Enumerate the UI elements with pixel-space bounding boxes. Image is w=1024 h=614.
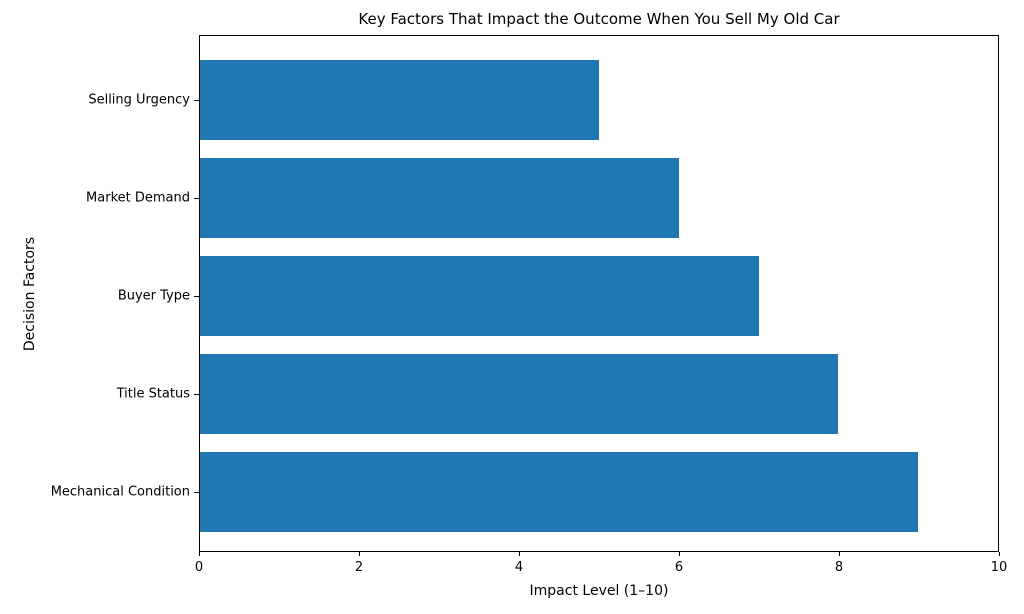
bar-market-demand	[200, 158, 679, 238]
bar-mechanical-condition	[200, 452, 919, 532]
y-tick-label-mechanical-condition: Mechanical Condition	[50, 484, 190, 500]
x-tick-mark	[359, 552, 360, 556]
y-tick-label-market-demand: Market Demand	[86, 190, 190, 206]
bar-title-status	[200, 354, 839, 434]
bar-selling-urgency	[200, 60, 599, 140]
x-tick-mark	[999, 552, 1000, 556]
y-tick-mark	[194, 492, 199, 493]
y-tick-label-selling-urgency: Selling Urgency	[88, 92, 190, 108]
x-tick-label-0: 0	[194, 560, 204, 575]
x-tick-mark	[519, 552, 520, 556]
bar-buyer-type	[200, 256, 759, 336]
y-tick-mark	[194, 296, 199, 297]
x-tick-mark	[839, 552, 840, 556]
x-tick-label-6: 6	[674, 560, 684, 575]
chart-title: Key Factors That Impact the Outcome When…	[358, 10, 840, 28]
x-tick-label-8: 8	[834, 560, 844, 575]
x-tick-label-10: 10	[990, 560, 1008, 575]
y-tick-mark	[194, 100, 199, 101]
x-tick-label-2: 2	[354, 560, 364, 575]
plot-area	[199, 35, 999, 552]
y-axis-label: Decision Factors	[22, 236, 38, 352]
x-tick-mark	[679, 552, 680, 556]
y-tick-mark	[194, 394, 199, 395]
y-tick-mark	[194, 198, 199, 199]
x-tick-label-4: 4	[514, 560, 524, 575]
y-tick-label-title-status: Title Status	[116, 386, 190, 402]
x-axis-label: Impact Level (1–10)	[529, 583, 669, 599]
y-tick-label-buyer-type: Buyer Type	[117, 288, 190, 304]
x-tick-mark	[199, 552, 200, 556]
